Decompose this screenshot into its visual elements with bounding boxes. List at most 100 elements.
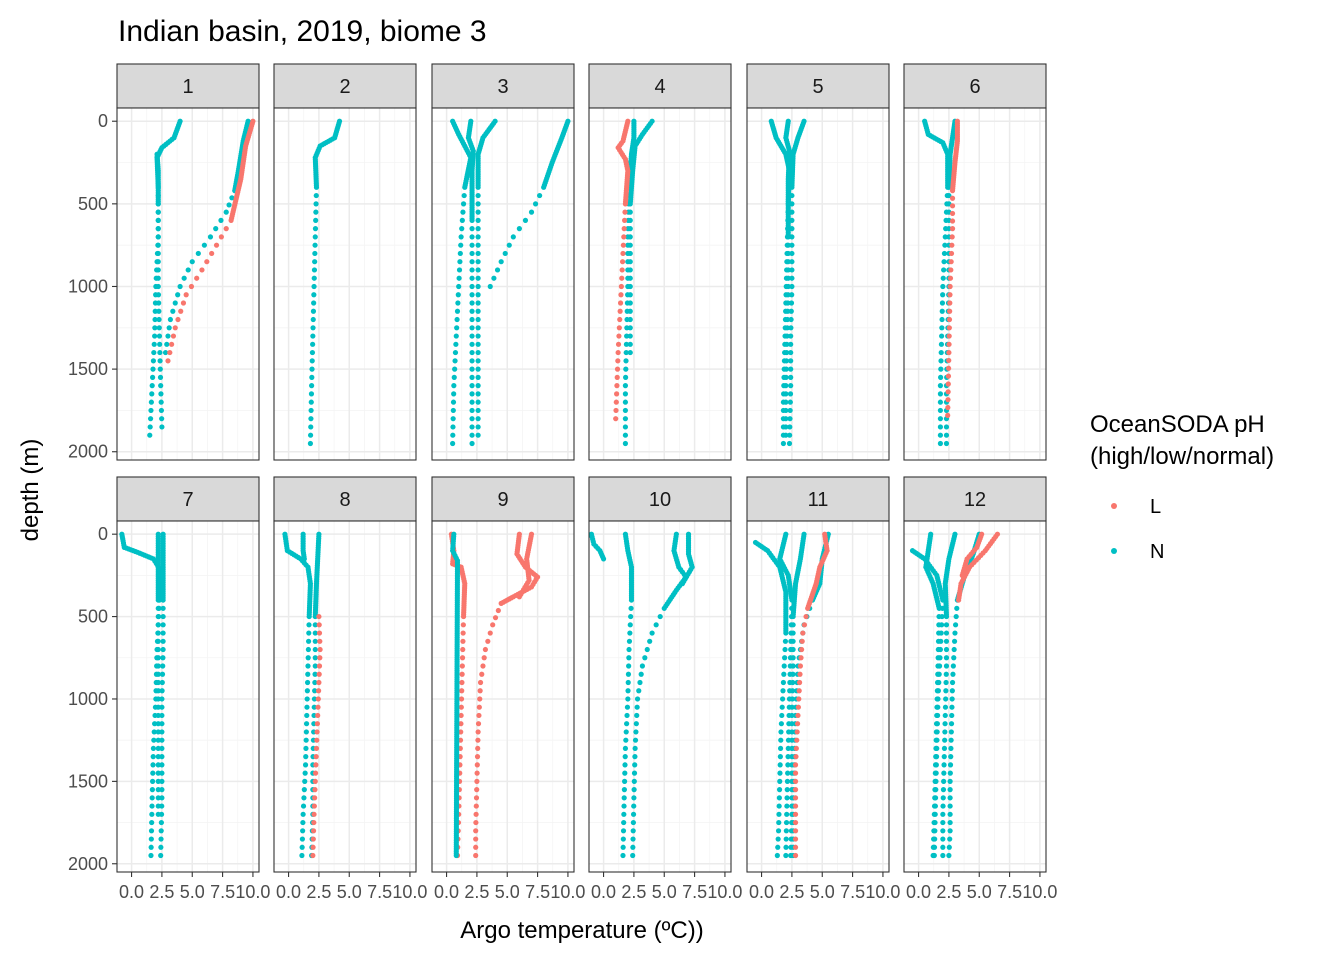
data-point <box>475 283 481 290</box>
data-point <box>946 365 952 371</box>
data-point <box>620 844 626 850</box>
data-point <box>623 358 629 364</box>
data-point <box>188 283 195 290</box>
data-point <box>469 300 475 306</box>
facet-strip <box>431 63 575 109</box>
data-point <box>778 721 784 727</box>
data-point <box>947 762 954 768</box>
data-point <box>312 688 318 694</box>
data-point <box>155 745 161 752</box>
data-point <box>600 556 607 562</box>
data-point <box>946 341 952 347</box>
data-point <box>943 696 949 702</box>
data-point <box>313 184 320 190</box>
data-point <box>469 407 475 414</box>
data-point <box>784 795 790 801</box>
data-point <box>939 300 946 306</box>
data-point <box>621 226 627 232</box>
data-point <box>460 613 467 620</box>
data-point <box>947 836 953 842</box>
data-point <box>304 712 310 719</box>
data-point <box>455 292 461 298</box>
x-tick-label: 5.0 <box>652 882 677 902</box>
data-point <box>317 646 323 653</box>
data-point <box>469 275 475 281</box>
data-point <box>477 688 483 694</box>
data-point <box>800 630 806 636</box>
data-point <box>149 383 155 389</box>
data-point <box>945 404 951 411</box>
data-point <box>308 407 314 414</box>
data-point <box>792 787 799 793</box>
data-point <box>199 267 205 273</box>
data-point <box>945 373 952 379</box>
data-point <box>474 770 480 776</box>
data-point <box>475 259 481 265</box>
data-point <box>784 778 791 784</box>
data-point <box>779 704 785 710</box>
data-point <box>942 721 948 727</box>
legend-label-n: N <box>1150 541 1164 563</box>
data-point <box>622 416 629 422</box>
data-point <box>307 440 314 447</box>
data-point <box>166 325 172 331</box>
data-point <box>195 250 201 257</box>
data-point <box>626 638 633 644</box>
data-point <box>305 655 311 661</box>
data-point <box>783 366 789 372</box>
data-point <box>458 729 464 735</box>
data-point <box>158 391 164 397</box>
data-point <box>155 226 161 232</box>
data-point <box>481 655 487 661</box>
data-point <box>622 424 629 430</box>
data-point <box>941 762 947 768</box>
data-point <box>943 655 950 661</box>
data-point <box>299 844 305 850</box>
data-point <box>149 391 155 397</box>
data-point <box>949 218 956 224</box>
data-point <box>475 217 481 223</box>
data-point <box>157 358 163 364</box>
data-point <box>452 358 458 364</box>
data-point <box>789 250 795 257</box>
data-point <box>622 383 629 389</box>
data-point <box>313 762 319 768</box>
data-point <box>785 300 791 306</box>
data-point <box>155 217 161 223</box>
data-point <box>782 646 788 653</box>
facet-panel: 6 <box>903 63 1047 461</box>
data-point <box>155 778 161 784</box>
data-point <box>936 613 942 620</box>
data-point <box>181 275 187 281</box>
facet-panel: 11 0.0 2.5 5.0 7.5 10.0 <box>746 476 900 902</box>
data-point <box>622 778 628 784</box>
data-point <box>777 754 783 760</box>
data-point <box>631 787 637 793</box>
data-point <box>934 696 940 702</box>
data-point <box>312 646 318 653</box>
data-point <box>311 712 317 719</box>
data-point <box>158 828 164 834</box>
data-point <box>475 300 481 306</box>
data-point <box>156 300 162 306</box>
data-point <box>615 341 622 347</box>
panel-border <box>746 520 890 873</box>
facet-strip <box>903 476 1047 522</box>
data-point <box>185 267 191 273</box>
data-point <box>931 811 937 817</box>
data-point <box>622 432 629 438</box>
panel-border <box>431 107 575 461</box>
data-point <box>155 267 161 273</box>
data-point <box>480 663 486 669</box>
data-point <box>942 712 948 719</box>
data-point <box>783 374 789 380</box>
data-point <box>788 325 794 331</box>
data-point <box>159 696 165 702</box>
data-point <box>627 333 633 339</box>
data-point <box>451 374 457 380</box>
facet-strip-label: 4 <box>654 76 665 98</box>
y-tick-label: 1500 <box>68 771 108 791</box>
data-point <box>790 655 796 661</box>
data-point <box>785 292 791 298</box>
data-point <box>502 250 508 257</box>
